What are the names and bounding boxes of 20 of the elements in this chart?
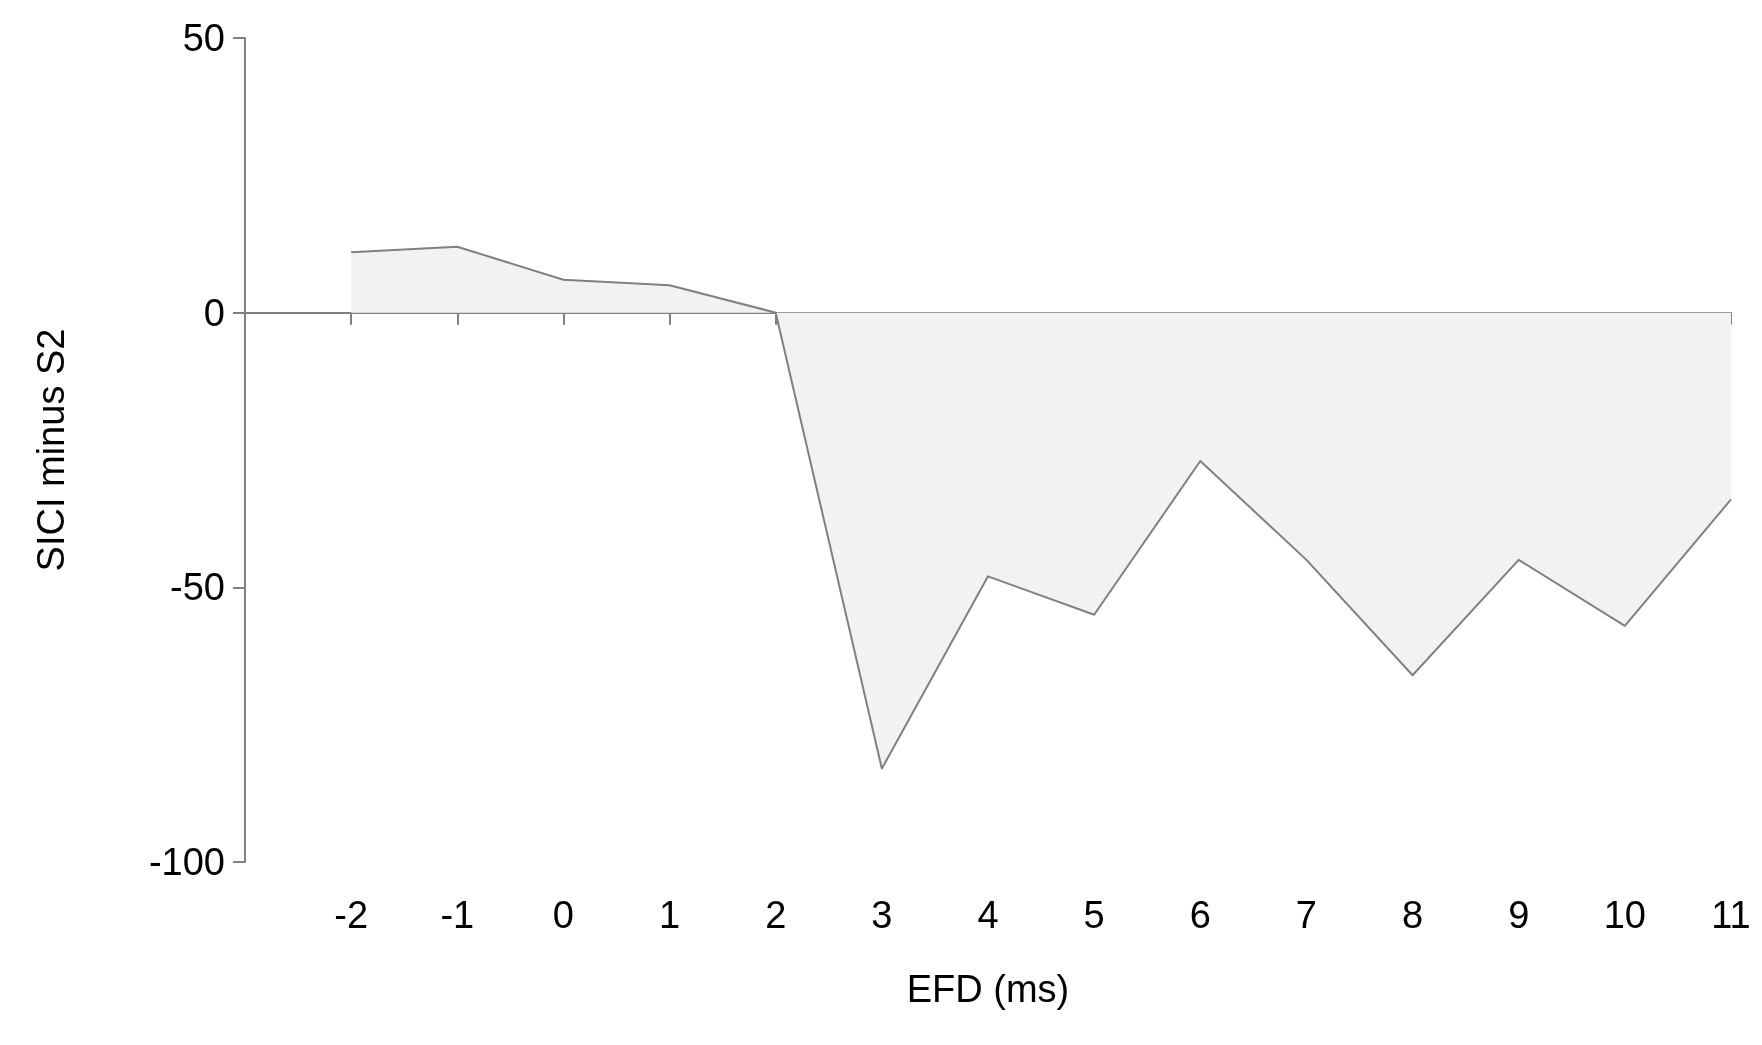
y-tick-label: 0 (203, 291, 225, 334)
x-tick-label: 0 (552, 894, 574, 936)
x-tick-label: 7 (1295, 894, 1317, 936)
y-axis-title: SICI minus S2 (30, 328, 72, 572)
x-tick-label: 10 (1603, 894, 1646, 936)
x-tick-label: 8 (1402, 894, 1424, 936)
x-tick-label: 3 (871, 894, 893, 936)
x-tick-label: 6 (1189, 894, 1211, 936)
x-tick-label: -2 (334, 894, 369, 936)
x-tick-label: 4 (977, 894, 999, 936)
y-tick-label: -50 (170, 566, 225, 609)
x-tick-label: 11 (1711, 894, 1751, 936)
x-tick-label: 2 (765, 894, 787, 936)
x-tick-label: 5 (1083, 894, 1105, 936)
x-tick-label: 9 (1508, 894, 1530, 936)
x-axis-title: EFD (ms) (906, 968, 1070, 1010)
y-tick-label: 50 (182, 17, 225, 59)
x-tick-label: 1 (659, 894, 681, 936)
y-tick-label: -100 (148, 841, 225, 883)
x-tick-label: -1 (440, 894, 475, 936)
